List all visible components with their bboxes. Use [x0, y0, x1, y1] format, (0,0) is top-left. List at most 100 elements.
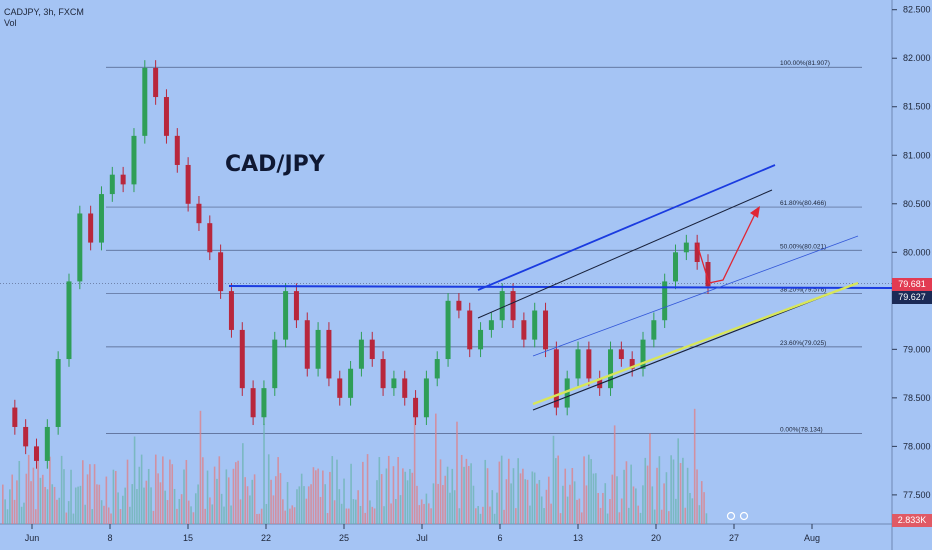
y-tick-label-9: 78.000 — [903, 441, 931, 451]
volume-bar-273 — [644, 457, 647, 524]
fib-label-2: 50.00%(80.021) — [780, 243, 826, 250]
volume-bar-204 — [482, 506, 484, 524]
volume-bar-28 — [67, 501, 70, 524]
volume-bar-248 — [585, 485, 588, 524]
volume-bar-2 — [6, 509, 9, 524]
volume-bar-106 — [251, 479, 254, 524]
volume-bar-89 — [211, 504, 214, 524]
volume-bar-27 — [65, 512, 68, 524]
volume-bar-292 — [689, 492, 691, 524]
volume-bar-43 — [103, 505, 105, 524]
volume-bar-59 — [140, 454, 143, 524]
x-tick-label-1: 8 — [107, 533, 112, 543]
candle-body-32 — [348, 368, 354, 398]
y-tick-label-10: 77.500 — [903, 490, 931, 500]
volume-bar-54 — [129, 506, 131, 524]
volume-bar-166 — [392, 466, 395, 524]
volume-bar-118 — [279, 473, 282, 524]
y-tick-label-8: 78.500 — [903, 393, 931, 403]
fib-label-0: 100.00%(81.907) — [780, 60, 830, 67]
volume-bar-125 — [296, 489, 298, 524]
volume-bar-213 — [503, 509, 505, 524]
volume-bar-232 — [547, 476, 550, 524]
volume-bar-158 — [373, 508, 376, 524]
volume-bar-230 — [543, 508, 545, 524]
volume-bar-259 — [611, 474, 614, 524]
volume-bar-61 — [145, 480, 148, 524]
volume-bar-210 — [496, 492, 498, 524]
volume-bar-216 — [510, 483, 512, 524]
volume-bar-214 — [505, 479, 508, 524]
volume-bar-279 — [658, 456, 661, 524]
volume-bar-219 — [517, 458, 519, 524]
volume-bar-108 — [256, 513, 258, 524]
volume-bar-128 — [303, 486, 305, 524]
volume-bar-94 — [223, 506, 225, 524]
volume-bar-226 — [533, 472, 536, 524]
candle-body-7 — [77, 213, 83, 282]
volume-bar-120 — [284, 510, 286, 524]
volume-bar-228 — [538, 480, 541, 524]
volume-bar-205 — [484, 459, 487, 524]
volume-bar-190 — [449, 492, 451, 524]
volume-bar-36 — [86, 474, 89, 524]
volume-bar-13 — [32, 467, 35, 524]
volume-bar-15 — [37, 460, 39, 524]
x-tick-label-4: 25 — [339, 533, 349, 543]
volume-bar-231 — [545, 489, 548, 524]
volume-bar-19 — [46, 489, 49, 524]
candle-body-43 — [467, 310, 473, 350]
candle-body-58 — [629, 359, 635, 369]
volume-bar-294 — [693, 408, 696, 524]
volume-bar-258 — [609, 499, 611, 524]
volume-bar-115 — [272, 495, 275, 524]
candle-body-42 — [456, 300, 462, 311]
volume-bar-30 — [72, 513, 75, 524]
resistance-line-blue — [228, 285, 893, 289]
volume-bar-153 — [362, 461, 364, 524]
candle-body-34 — [369, 339, 375, 360]
volume-bar-38 — [91, 509, 94, 524]
candle-body-47 — [510, 291, 516, 321]
volume-marker-tag: 2.833K — [892, 514, 932, 527]
volume-bar-144 — [340, 503, 343, 524]
volume-bar-275 — [649, 433, 651, 524]
candle-body-2 — [23, 426, 29, 447]
volume-bar-64 — [152, 510, 155, 524]
x-tick-label-8: 20 — [651, 533, 661, 543]
volume-bar-7 — [18, 460, 21, 524]
volume-bar-16 — [39, 477, 42, 524]
volume-bar-62 — [147, 468, 150, 524]
volume-bar-88 — [209, 497, 211, 524]
y-tick-label-2: 81.500 — [903, 102, 931, 112]
volume-bar-195 — [460, 454, 463, 524]
volume-bar-151 — [357, 490, 359, 524]
x-tick-label-2: 15 — [183, 533, 193, 543]
volume-bar-189 — [446, 466, 449, 524]
x-tick-label-5: Jul — [416, 533, 428, 543]
volume-bar-274 — [646, 465, 649, 524]
projection-arrow-head — [750, 206, 760, 218]
candle-body-56 — [608, 349, 614, 389]
candle-body-23 — [250, 388, 256, 418]
volume-bar-280 — [660, 509, 663, 524]
volume-bar-86 — [204, 508, 206, 524]
channel-upper-blue — [477, 164, 776, 291]
indicator-settings-icon — [726, 511, 736, 521]
x-tick-label-9: 27 — [729, 533, 739, 543]
volume-bar-290 — [684, 507, 687, 524]
volume-bar-187 — [442, 485, 444, 524]
volume-bar-171 — [404, 471, 407, 524]
candle-body-59 — [640, 339, 646, 369]
y-tick-label-5: 80.000 — [903, 247, 931, 257]
candle-body-44 — [478, 329, 484, 350]
volume-bar-287 — [677, 438, 680, 524]
volume-bar-134 — [317, 468, 319, 524]
volume-bar-154 — [364, 512, 367, 524]
volume-bar-194 — [458, 508, 461, 524]
volume-bar-138 — [326, 512, 329, 524]
volume-bar-193 — [456, 421, 458, 524]
volume-bar-173 — [409, 468, 411, 524]
candle-body-26 — [283, 291, 289, 340]
